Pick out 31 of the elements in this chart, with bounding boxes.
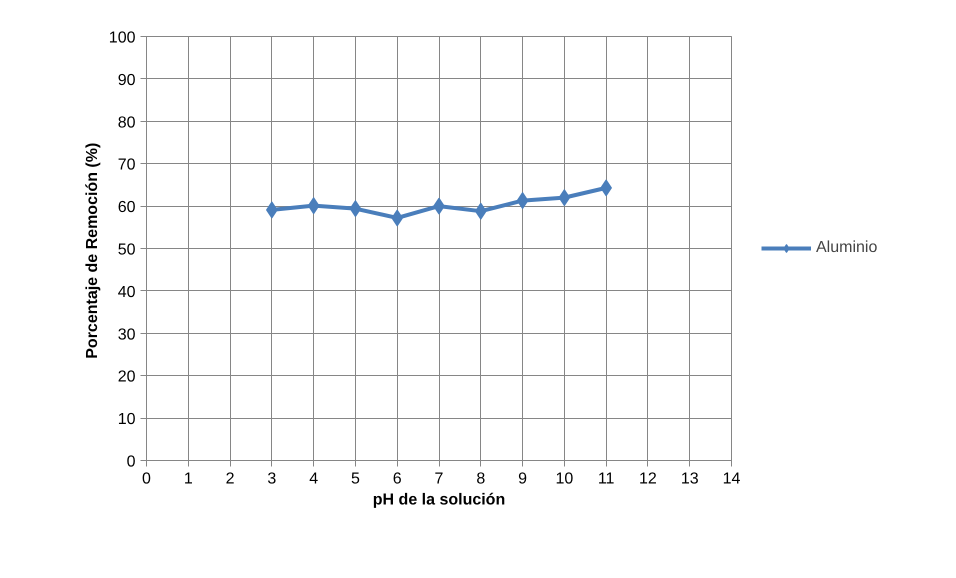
x-tick-label: 8 (476, 470, 486, 488)
y-tick-label: 20 (118, 368, 136, 386)
x-tick-label: 0 (142, 470, 152, 488)
y-tick-label: 90 (118, 72, 136, 89)
point (391, 209, 404, 226)
y-tick-label: 70 (118, 156, 136, 174)
x-tick-label: 13 (680, 470, 699, 488)
y-tick-label: 30 (118, 326, 136, 344)
x-tick-label: 9 (518, 470, 528, 488)
x-tick-label: 2 (226, 470, 235, 488)
y-tick-label: 40 (118, 284, 136, 301)
x-tick-label: 4 (309, 470, 318, 488)
x-tick-label: 6 (392, 470, 402, 488)
y-tick-label: 10 (118, 411, 136, 428)
y-tick-label: 80 (118, 114, 136, 132)
x-tick-label: 14 (722, 470, 740, 488)
x-tick-label: 12 (639, 470, 657, 488)
y-tick-label: 60 (118, 199, 136, 216)
point (474, 202, 487, 220)
x-tick-label: 3 (267, 470, 276, 488)
x-axis-title: pH de la solución (372, 492, 506, 508)
x-tick-label: 1 (184, 470, 193, 488)
x-tick-label: 5 (350, 470, 360, 488)
y-tick-label: 100 (108, 30, 136, 46)
x-tick-label: 10 (555, 470, 574, 488)
y-tick-label: 50 (118, 242, 136, 258)
x-tick-label: 11 (598, 470, 615, 488)
x-tick-label: 7 (434, 470, 444, 488)
y-tick-label: 0 (126, 454, 136, 470)
legend-label: Aluminio (816, 239, 878, 257)
y-axis-title: Porcentaje de Remoción (%) (84, 142, 101, 359)
